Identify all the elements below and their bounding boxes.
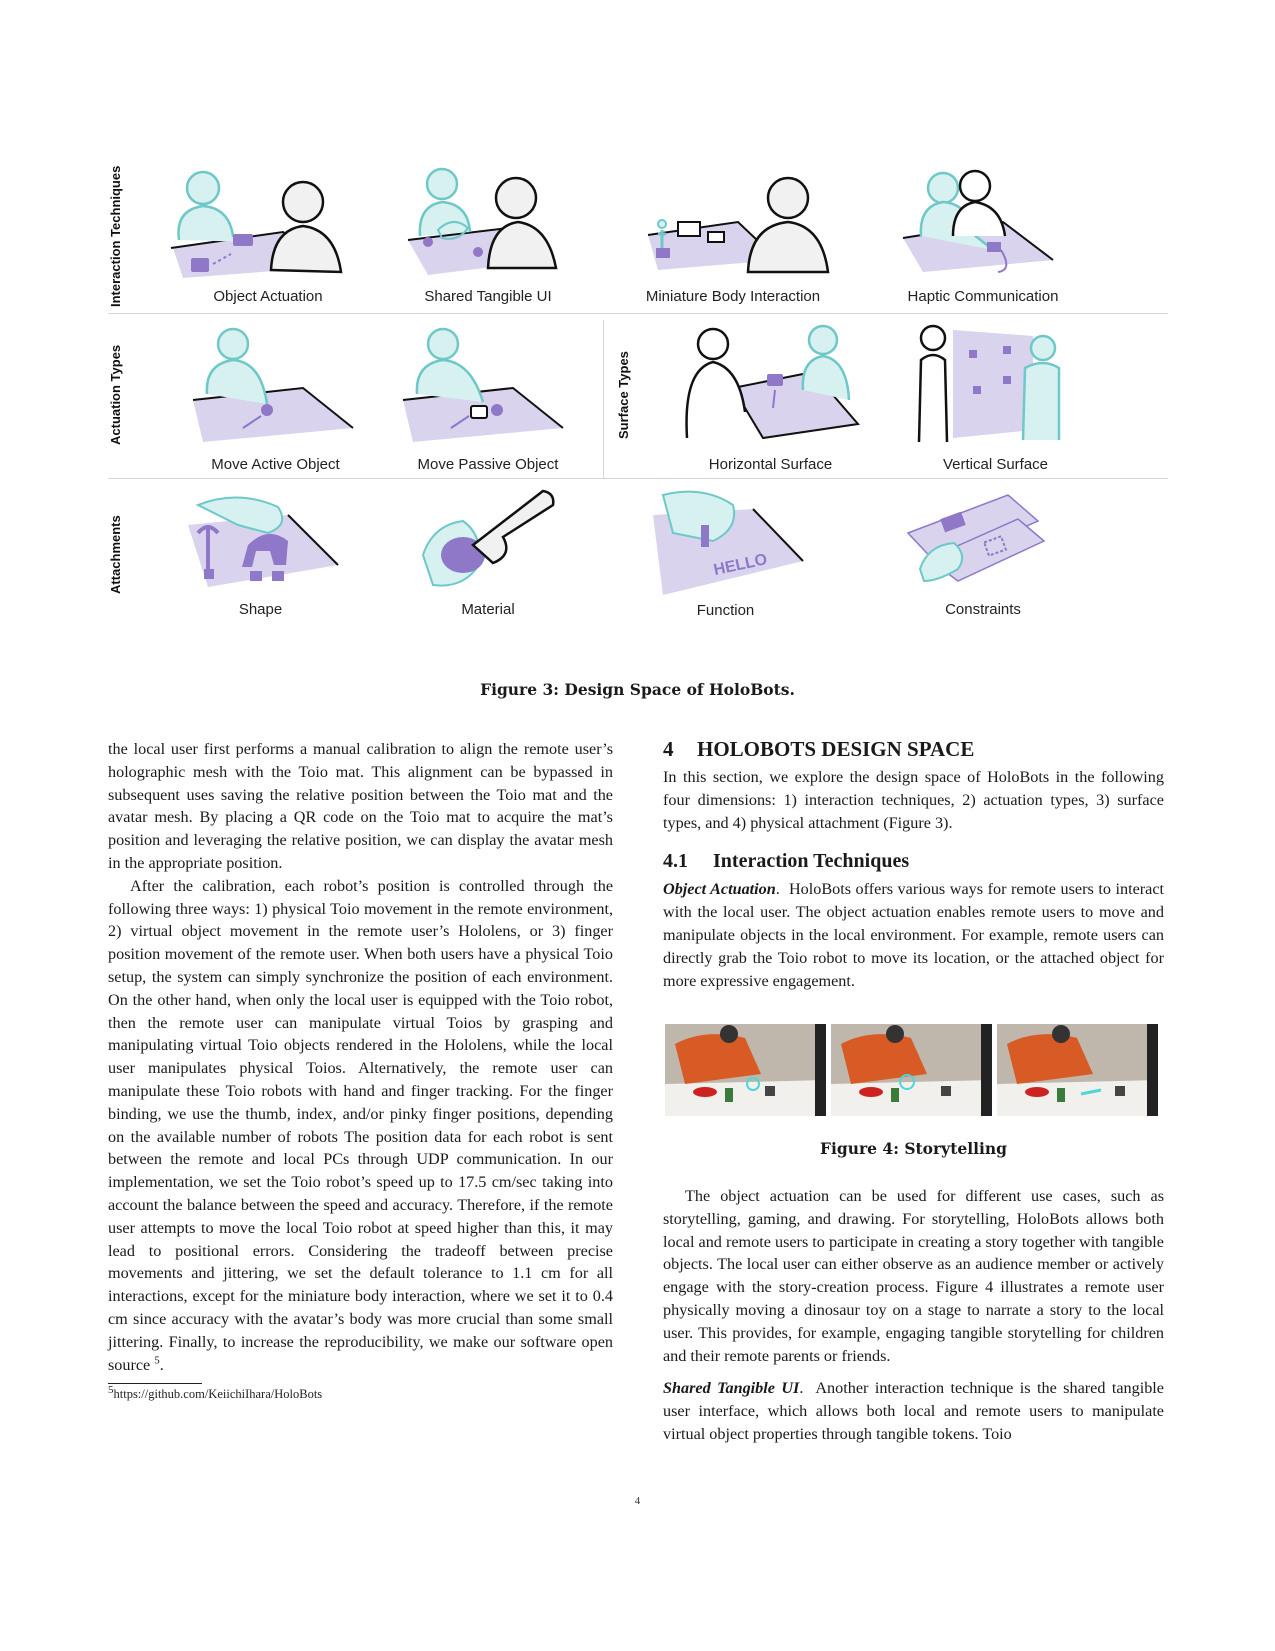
paragraph: Object Actuation. HoloBots offers variou… bbox=[663, 880, 1165, 990]
right-column-continued: The object actuation can be used for dif… bbox=[663, 1185, 1164, 1446]
caption-material: Material bbox=[461, 601, 515, 618]
illustration-move-active-object: Move Active Object bbox=[183, 320, 368, 475]
footnote-url[interactable]: https://github.com/KeiichiIhara/HoloBots bbox=[113, 1387, 323, 1401]
section-number: 4 bbox=[663, 737, 674, 761]
caption-function: Function bbox=[696, 602, 755, 619]
illustration-object-actuation: Object Actuation bbox=[163, 160, 373, 310]
illustration-haptic-communication: Haptic Communication bbox=[883, 160, 1083, 310]
caption-shape: Shape bbox=[238, 601, 283, 618]
paragraph-end: . bbox=[159, 1355, 164, 1374]
paragraph: the local user first performs a manual c… bbox=[108, 740, 613, 872]
storytelling-photo-1 bbox=[665, 1024, 826, 1116]
illustration-constraints: Constraints bbox=[898, 485, 1068, 635]
row-attachments: Attachments Shape Material bbox=[108, 485, 1168, 635]
paragraph-heading: Shared Tangible UI bbox=[663, 1379, 800, 1398]
caption-move-active-object: Move Active Object bbox=[211, 456, 340, 473]
paragraph-text: HoloBots offers various ways for remote … bbox=[663, 880, 1165, 990]
illustration-vertical-surface: Vertical Surface bbox=[913, 320, 1078, 475]
figure-4-caption: Figure 4: Storytelling bbox=[820, 1139, 1007, 1158]
illustration-horizontal-surface: Horizontal Surface bbox=[673, 320, 868, 475]
illustration-function: HELLO Function bbox=[643, 485, 808, 635]
row-label: Actuation Types bbox=[108, 344, 123, 446]
illustration-move-passive-object: Move Passive Object bbox=[393, 320, 583, 475]
figure-3: Interaction Techniques Object Actuation bbox=[108, 160, 1168, 665]
footnote: 5https://github.com/KeiichiIhara/HoloBot… bbox=[108, 1383, 323, 1402]
storytelling-photo-2 bbox=[831, 1024, 992, 1116]
subsection-heading: 4.1 Interaction Techniques bbox=[663, 848, 1164, 874]
illustration-miniature-body-interaction: Miniature Body Interaction bbox=[628, 160, 838, 310]
row-interaction-techniques: Interaction Techniques Object Actuation bbox=[108, 160, 1168, 310]
row-label: Surface Types bbox=[616, 351, 631, 439]
caption-constraints: Constraints bbox=[945, 601, 1021, 618]
paragraph: In this section, we explore the design s… bbox=[663, 768, 1164, 832]
footnote-mark: 5 bbox=[108, 1383, 114, 1396]
caption-object-actuation: Object Actuation bbox=[213, 288, 323, 305]
paragraph-text: Another interaction technique is the sha… bbox=[663, 1379, 1164, 1443]
figure-3-caption: Figure 3: Design Space of HoloBots. bbox=[480, 680, 795, 699]
row-divider bbox=[108, 313, 1168, 314]
footnote-ref: 5 bbox=[154, 1354, 160, 1367]
subsection-number: 4.1 bbox=[663, 850, 688, 873]
section-title: HOLOBOTS DESIGN SPACE bbox=[697, 737, 975, 761]
section-heading: 4 HOLOBOTS DESIGN SPACE bbox=[663, 736, 1164, 762]
row-actuation-surface-types: Actuation Types Move Active Object bbox=[108, 320, 1168, 478]
caption-vertical-surface: Vertical Surface bbox=[942, 456, 1049, 473]
caption-horizontal-surface: Horizontal Surface bbox=[708, 456, 833, 473]
caption-haptic-communication: Haptic Communication bbox=[907, 288, 1059, 305]
row-label: Attachments bbox=[108, 515, 123, 595]
row-label: Interaction Techniques bbox=[108, 165, 123, 307]
caption-move-passive-object: Move Passive Object bbox=[417, 456, 559, 473]
column-divider bbox=[603, 320, 604, 478]
caption-miniature-body-interaction: Miniature Body Interaction bbox=[645, 288, 821, 305]
page-number: 4 bbox=[634, 1495, 641, 1507]
illustration-shared-tangible-ui: Shared Tangible UI bbox=[398, 160, 578, 310]
footnote-rule bbox=[108, 1383, 202, 1384]
paragraph: Shared Tangible UI. Another interaction … bbox=[663, 1379, 1164, 1443]
paragraph-heading: Object Actuation bbox=[663, 880, 776, 899]
storytelling-photo-3 bbox=[997, 1024, 1158, 1116]
right-column: 4 HOLOBOTS DESIGN SPACE In this section, … bbox=[663, 736, 1164, 992]
caption-shared-tangible-ui: Shared Tangible UI bbox=[424, 288, 552, 305]
paragraph: The object actuation can be used for dif… bbox=[663, 1187, 1164, 1365]
paragraph-text: After the calibration, each robot’s posi… bbox=[108, 876, 613, 1374]
figure-4 bbox=[665, 1024, 1159, 1116]
illustration-shape: Shape bbox=[178, 485, 343, 635]
row-divider bbox=[108, 478, 1168, 479]
illustration-material: Material bbox=[403, 485, 573, 635]
left-column: the local user first performs a manual c… bbox=[108, 738, 613, 1376]
subsection-title: Interaction Techniques bbox=[713, 850, 910, 873]
paragraph: After the calibration, each robot’s posi… bbox=[108, 875, 613, 1377]
